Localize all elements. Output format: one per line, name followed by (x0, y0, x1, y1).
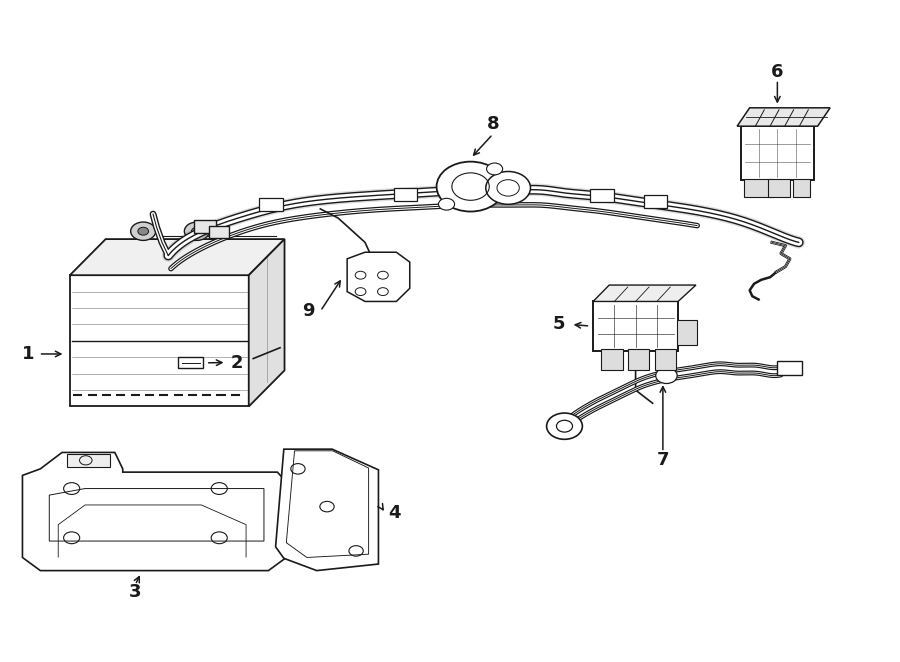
FancyBboxPatch shape (778, 361, 802, 375)
FancyBboxPatch shape (677, 320, 697, 345)
Polygon shape (737, 108, 830, 126)
Polygon shape (248, 239, 284, 406)
Polygon shape (593, 285, 696, 301)
Text: 5: 5 (553, 315, 565, 334)
Polygon shape (67, 454, 110, 467)
FancyBboxPatch shape (655, 350, 676, 370)
Circle shape (486, 171, 530, 205)
Polygon shape (178, 357, 203, 369)
Circle shape (546, 413, 582, 440)
Polygon shape (275, 449, 378, 571)
Polygon shape (347, 252, 410, 301)
Text: 1: 1 (22, 345, 34, 363)
Text: 3: 3 (129, 583, 141, 600)
FancyBboxPatch shape (741, 126, 814, 180)
FancyBboxPatch shape (769, 179, 790, 197)
Text: 7: 7 (657, 451, 669, 469)
Text: 9: 9 (302, 303, 315, 320)
Circle shape (438, 199, 454, 210)
Circle shape (487, 163, 503, 175)
Polygon shape (70, 275, 248, 406)
Polygon shape (70, 239, 284, 275)
Text: 4: 4 (388, 504, 400, 522)
FancyBboxPatch shape (628, 350, 650, 370)
FancyBboxPatch shape (590, 189, 614, 203)
Circle shape (130, 222, 156, 240)
FancyBboxPatch shape (259, 198, 283, 211)
Circle shape (656, 368, 677, 383)
FancyBboxPatch shape (393, 188, 417, 201)
Circle shape (138, 227, 148, 235)
Text: 8: 8 (487, 115, 500, 133)
Circle shape (184, 222, 210, 240)
Text: 2: 2 (231, 354, 243, 371)
FancyBboxPatch shape (210, 226, 230, 238)
FancyBboxPatch shape (793, 179, 811, 197)
FancyBboxPatch shape (601, 350, 623, 370)
FancyBboxPatch shape (744, 179, 773, 197)
FancyBboxPatch shape (194, 220, 216, 233)
Circle shape (436, 162, 505, 212)
Polygon shape (22, 452, 286, 571)
Circle shape (192, 227, 202, 235)
FancyBboxPatch shape (644, 195, 668, 209)
FancyBboxPatch shape (593, 301, 678, 351)
Text: 6: 6 (771, 63, 784, 81)
